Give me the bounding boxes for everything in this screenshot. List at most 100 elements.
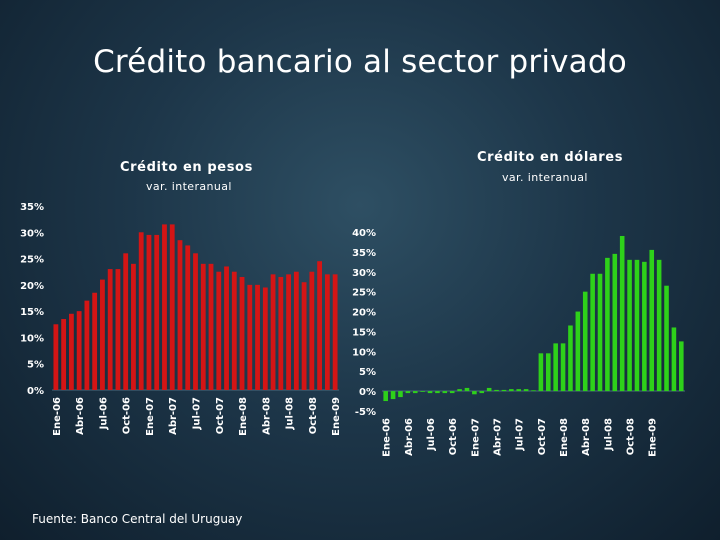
pesos-xtick-label: Oct-06 <box>122 397 133 434</box>
pesos-bar <box>100 279 105 390</box>
dolares-ytick-label: 30% <box>352 268 376 279</box>
pesos-bar <box>115 269 121 390</box>
pesos-bar <box>332 274 338 390</box>
dolares-bar <box>582 291 588 392</box>
pesos-bar <box>162 224 167 390</box>
dolares-ytick-label: 5% <box>359 367 376 378</box>
pesos-xtick-label: Ene-07 <box>145 397 156 436</box>
pesos-bar <box>185 245 191 390</box>
pesos-bar <box>169 224 175 390</box>
dolares-bar <box>464 387 470 392</box>
dolares-bar <box>619 235 625 392</box>
pesos-bar <box>68 313 74 390</box>
dolares-xtick-label: Jul-06 <box>426 418 437 451</box>
pesos-xtick-label: Jul-07 <box>192 397 203 430</box>
pesos-bar <box>107 269 113 390</box>
pesos-ytick-label: 20% <box>20 281 44 292</box>
pesos-bar <box>239 276 245 390</box>
pesos-bar <box>53 324 59 390</box>
pesos-bar <box>200 263 206 390</box>
pesos-chart: 0% 5% 10% 15% 20% 25% 30% 35% Ene-06 Abr-06 Jul-06… <box>20 202 342 436</box>
dolares-xtick-label: Ene-09 <box>648 418 659 457</box>
dolares-ytick-label: -5% <box>355 407 376 418</box>
pesos-bar <box>138 232 144 390</box>
pesos-bar <box>324 274 330 390</box>
pesos-chart-subtitle: var. interanual <box>146 180 232 193</box>
pesos-xtick-label: Ene-06 <box>52 397 63 436</box>
pesos-bar <box>123 253 129 390</box>
dolares-bar <box>553 343 558 392</box>
dolares-bar <box>612 253 618 392</box>
pesos-bar <box>255 284 260 390</box>
dolares-bar <box>642 261 647 392</box>
dolares-xtick-label: Abr-07 <box>493 418 504 456</box>
pesos-bar <box>61 319 67 390</box>
pesos-bar <box>247 284 253 390</box>
dolares-xtick-label: Ene-08 <box>559 418 570 457</box>
pesos-xtick-label: Jul-06 <box>98 397 109 430</box>
pesos-ytick-label: 30% <box>20 228 44 239</box>
pesos-bar <box>270 274 276 390</box>
pesos-bar <box>224 266 229 390</box>
slide-title: Crédito bancario al sector privado <box>93 44 627 80</box>
pesos-xtick-label: Ene-08 <box>238 397 249 436</box>
dolares-chart-subtitle: var. interanual <box>502 171 588 184</box>
dolares-xtick-label: Ene-07 <box>470 418 481 457</box>
dolares-bar <box>679 341 684 392</box>
pesos-bar <box>309 271 315 390</box>
dolares-chart: -5% 0% 5% 10% 15% 20% 25% 30% 35% 40% Ene-06 Abr-06… <box>352 228 685 457</box>
dolares-bar <box>575 311 581 392</box>
dolares-xtick-label: Jul-08 <box>603 418 614 451</box>
pesos-bar <box>301 282 307 390</box>
dolares-bar <box>398 391 403 398</box>
dolares-bar <box>597 273 603 392</box>
pesos-bar <box>92 292 98 390</box>
dolares-bar <box>486 387 492 392</box>
pesos-xtick-label: Abr-06 <box>75 397 86 435</box>
pesos-bar <box>286 274 291 390</box>
dolares-bar <box>627 259 632 392</box>
dolares-bar <box>523 389 529 392</box>
dolares-bar <box>560 343 566 392</box>
dolares-bar <box>420 391 425 392</box>
dolares-bar <box>494 389 499 392</box>
dolares-bar <box>634 259 640 392</box>
pesos-ytick-label: 10% <box>20 333 44 344</box>
pesos-bar <box>293 271 299 390</box>
pesos-bar <box>84 300 90 390</box>
pesos-bar <box>154 234 160 390</box>
dolares-bar <box>383 391 388 402</box>
dolares-bar <box>649 249 655 392</box>
dolares-xtick-label: Ene-06 <box>382 418 393 457</box>
pesos-ytick-label: 35% <box>20 202 44 213</box>
dolares-bar <box>590 273 595 392</box>
dolares-bar <box>405 391 411 394</box>
source-note: Fuente: Banco Central del Uruguay <box>32 512 243 526</box>
dolares-xtick-label: Abr-06 <box>404 418 415 456</box>
pesos-bar <box>76 311 82 390</box>
dolares-bar <box>435 391 440 394</box>
dolares-bar <box>390 391 396 400</box>
dolares-ytick-label: 15% <box>352 327 376 338</box>
pesos-ytick-label: 0% <box>27 386 44 397</box>
pesos-bar <box>177 240 183 390</box>
pesos-bar <box>317 261 323 390</box>
dolares-ytick-label: 10% <box>352 347 376 358</box>
dolares-ytick-label: 35% <box>352 248 376 259</box>
dolares-ytick-label: 0% <box>359 387 376 398</box>
pesos-bar <box>131 263 136 390</box>
dolares-bar <box>568 325 573 392</box>
pesos-xtick-label: Ene-09 <box>331 397 342 436</box>
dolares-xtick-label: Abr-08 <box>581 418 592 456</box>
dolares-bar <box>664 285 669 392</box>
dolares-bar <box>605 257 610 392</box>
pesos-chart-title: Crédito en pesos <box>120 160 253 175</box>
dolares-bar <box>427 391 433 394</box>
dolares-xtick-label: Oct-08 <box>626 418 637 455</box>
dolares-xtick-label: Oct-06 <box>448 418 459 455</box>
pesos-bar <box>193 253 198 390</box>
pesos-ytick-label: 15% <box>20 307 44 318</box>
pesos-bar <box>231 271 237 390</box>
pesos-bar <box>216 271 222 390</box>
